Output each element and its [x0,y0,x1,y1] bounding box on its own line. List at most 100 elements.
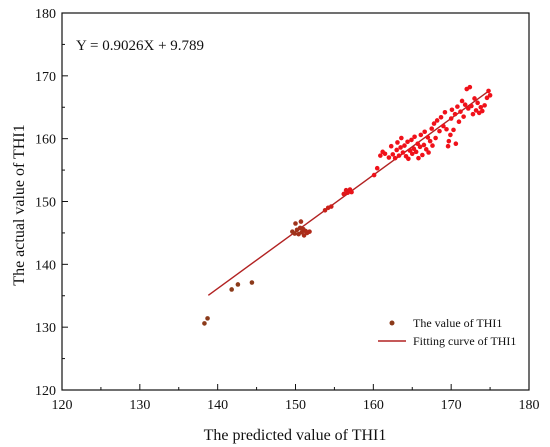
data-point [453,141,459,146]
data-point [472,96,477,101]
data-point [392,155,398,161]
data-point [420,152,425,158]
data-point [417,144,423,150]
data-point [426,150,431,155]
equation-annotation: Y = 0.9026X + 9.789 [76,38,204,54]
y-tick-label: 130 [35,321,56,336]
data-point [409,151,415,157]
data-point [429,126,435,131]
data-point [382,151,388,157]
data-point [437,128,442,134]
data-point [459,98,465,104]
data-point [422,129,428,135]
y-axis-label: The actual value of THI1 [11,124,28,285]
data-point [292,231,298,236]
data-point [378,153,383,158]
x-axis-label: The predicted value of THI1 [204,427,387,444]
data-point [465,106,471,111]
x-tick-label: 120 [52,398,73,413]
data-point [395,140,400,145]
data-point [448,132,453,138]
data-point [487,93,493,98]
legend-label-points: The value of THI1 [413,316,502,330]
data-point [442,109,448,115]
data-point [407,148,413,153]
x-tick-label: 160 [363,398,384,413]
data-point [345,190,350,196]
x-tick-label: 130 [129,398,150,413]
legend-label-line: Fitting curve of THI1 [413,334,516,348]
data-point [441,123,446,129]
y-axis: 120 130 140 150 160 170 180 [35,7,68,399]
data-point [480,108,485,114]
data-point [413,149,419,155]
x-tick-label: 170 [441,398,462,413]
data-point [398,145,403,150]
data-point [301,233,307,238]
y-tick-label: 120 [35,384,56,399]
data-point [298,219,304,224]
data-point [421,142,427,148]
x-tick-label: 150 [285,398,306,413]
x-tick-label: 140 [207,398,228,413]
x-tick-label: 180 [519,398,540,413]
data-point [205,316,210,321]
data-point [448,116,454,121]
y-tick-label: 170 [35,70,56,85]
data-point [434,118,440,123]
data-point [412,134,417,140]
legend-point-marker [389,320,395,326]
data-point [409,137,414,143]
data-point [396,153,402,158]
y-tick-label: 150 [35,196,56,211]
data-point [446,138,452,144]
data-point [399,135,404,141]
data-point [307,229,312,234]
y-tick-label: 160 [35,133,56,148]
data-point [418,132,424,138]
data-point [430,143,435,148]
data-point [444,126,449,132]
chart-marks [202,84,493,326]
data-point [484,95,490,101]
legend: The value of THI1 Fitting curve of THI1 [378,316,516,348]
data-point [455,104,460,109]
data-point [425,135,431,140]
data-point [322,207,328,213]
data-point [482,103,487,108]
data-point [390,152,396,157]
data-point [486,88,491,94]
data-point [341,191,347,197]
x-axis: 120 130 140 150 160 170 180 [52,384,540,413]
data-point [433,135,438,141]
data-point [431,121,437,126]
data-point [478,104,484,110]
data-point [458,109,463,114]
data-point [202,321,207,326]
data-point [427,138,433,144]
data-point [402,143,407,148]
data-point [449,107,455,113]
data-point [329,204,334,209]
data-point [423,147,429,152]
data-point [445,143,451,149]
y-tick-label: 180 [35,7,56,22]
data-point [416,155,421,161]
data-point [229,287,234,292]
data-point [467,84,473,90]
data-point [462,102,468,108]
data-point [293,221,298,226]
data-point [371,172,377,178]
data-point [473,108,479,113]
data-point [406,156,411,162]
data-point [456,119,462,125]
data-point [469,103,474,109]
data-point [461,114,466,119]
data-point [475,100,480,106]
data-point [452,111,458,117]
y-tick-label: 140 [35,258,56,273]
data-point [415,141,420,146]
data-point [249,280,255,285]
